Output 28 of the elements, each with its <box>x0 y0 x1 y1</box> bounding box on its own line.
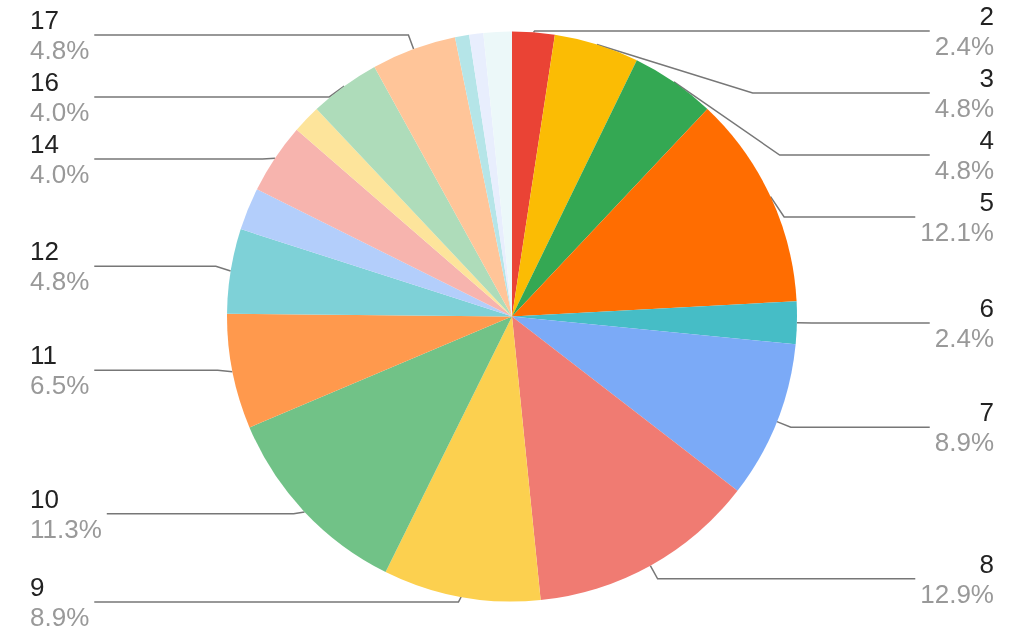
data-label: 4.8% <box>30 34 90 65</box>
slice-label: 2 <box>979 1 994 31</box>
slice-label: 4 <box>979 125 994 155</box>
slice-label: 16 <box>30 66 59 97</box>
slice-label: 10 <box>30 483 59 514</box>
data-label: 4.8% <box>934 155 994 185</box>
data-label: 4.0% <box>30 158 90 189</box>
data-label: 4.8% <box>30 266 90 297</box>
slice-label: 7 <box>979 397 994 428</box>
slice-label: 17 <box>30 4 59 35</box>
slice-label: 9 <box>30 572 45 602</box>
data-label: 12.9% <box>920 578 994 609</box>
data-label: 8.9% <box>934 427 994 458</box>
data-label: 4.0% <box>30 96 90 127</box>
data-label: 4.8% <box>934 93 994 123</box>
slice-label: 6 <box>979 293 994 324</box>
data-label: 2.4% <box>934 31 994 61</box>
data-label: 11.3% <box>30 513 102 544</box>
data-label: 8.9% <box>30 602 90 632</box>
slice-label: 5 <box>979 187 994 217</box>
slice-label: 11 <box>30 340 57 371</box>
data-label: 6.5% <box>30 370 90 401</box>
slice-label: 8 <box>979 548 994 579</box>
slice-label: 3 <box>979 63 994 93</box>
slice-label: 14 <box>30 128 59 159</box>
data-label: 12.1% <box>920 217 994 247</box>
data-label: 2.4% <box>934 323 994 354</box>
slice-label: 12 <box>30 236 59 267</box>
